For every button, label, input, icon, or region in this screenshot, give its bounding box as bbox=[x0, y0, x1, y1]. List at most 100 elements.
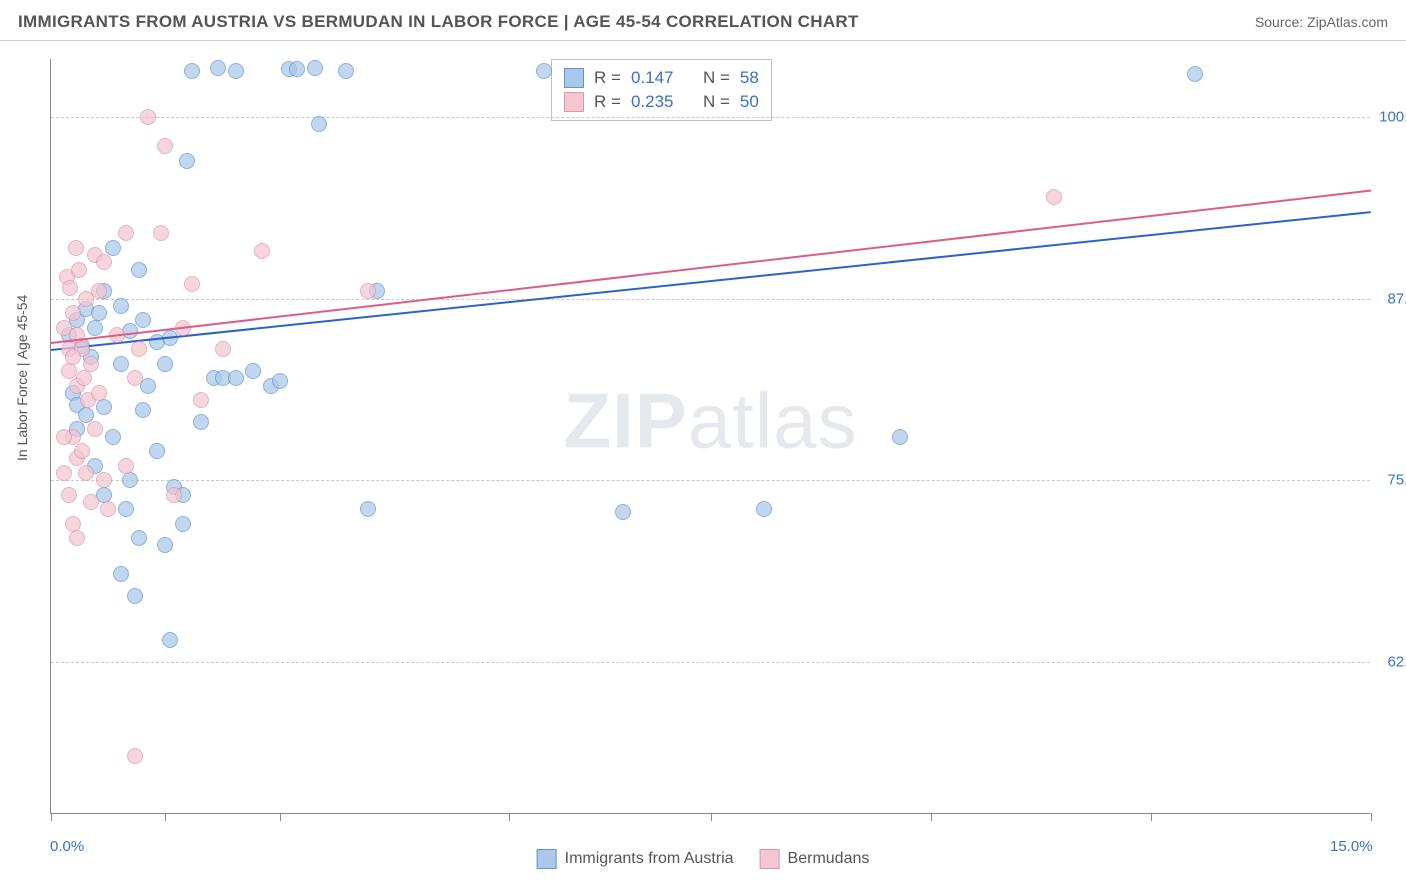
legend: Immigrants from Austria Bermudans bbox=[537, 849, 870, 869]
data-point bbox=[254, 243, 270, 259]
stats-r-val-1: 0.235 bbox=[631, 92, 674, 112]
data-point bbox=[100, 501, 116, 517]
watermark-zip: ZIP bbox=[563, 376, 687, 464]
legend-item-1: Bermudans bbox=[760, 849, 870, 869]
data-point bbox=[96, 254, 112, 270]
data-point bbox=[131, 341, 147, 357]
data-point bbox=[536, 63, 552, 79]
stats-r-label-0: R = bbox=[594, 68, 621, 88]
stats-box: R = 0.147 N = 58 R = 0.235 N = 50 bbox=[551, 59, 772, 121]
data-point bbox=[56, 429, 72, 445]
data-point bbox=[91, 305, 107, 321]
data-point bbox=[175, 516, 191, 532]
data-point bbox=[228, 370, 244, 386]
y-axis-title: In Labor Force | Age 45-54 bbox=[14, 295, 30, 461]
y-tick-label: 62.5% bbox=[1375, 653, 1406, 670]
data-point bbox=[149, 443, 165, 459]
data-point bbox=[311, 116, 327, 132]
data-point bbox=[78, 407, 94, 423]
data-point bbox=[118, 225, 134, 241]
data-point bbox=[96, 472, 112, 488]
data-point bbox=[360, 283, 376, 299]
data-point bbox=[162, 632, 178, 648]
legend-swatch-1 bbox=[760, 849, 780, 869]
data-point bbox=[105, 429, 121, 445]
stats-r-label-1: R = bbox=[594, 92, 621, 112]
x-tick bbox=[1151, 813, 1152, 821]
data-point bbox=[113, 298, 129, 314]
x-tick bbox=[931, 813, 932, 821]
watermark-atlas: atlas bbox=[688, 376, 858, 464]
data-point bbox=[135, 402, 151, 418]
data-point bbox=[56, 465, 72, 481]
data-point bbox=[127, 370, 143, 386]
data-point bbox=[68, 240, 84, 256]
data-point bbox=[140, 109, 156, 125]
hgrid-line bbox=[51, 480, 1370, 481]
y-tick-label: 100.0% bbox=[1375, 109, 1406, 126]
x-tick-label: 15.0% bbox=[1330, 838, 1373, 855]
data-point bbox=[118, 501, 134, 517]
data-point bbox=[228, 63, 244, 79]
data-point bbox=[76, 370, 92, 386]
legend-label-0: Immigrants from Austria bbox=[565, 850, 734, 868]
data-point bbox=[65, 516, 81, 532]
stats-n-label-1: N = bbox=[703, 92, 730, 112]
data-point bbox=[215, 341, 231, 357]
data-point bbox=[127, 588, 143, 604]
hgrid-line bbox=[51, 117, 1370, 118]
data-point bbox=[83, 494, 99, 510]
data-point bbox=[193, 392, 209, 408]
stats-n-val-0: 58 bbox=[740, 68, 759, 88]
data-point bbox=[69, 530, 85, 546]
data-point bbox=[289, 61, 305, 77]
data-point bbox=[307, 60, 323, 76]
data-point bbox=[184, 276, 200, 292]
x-tick bbox=[280, 813, 281, 821]
stats-row-0: R = 0.147 N = 58 bbox=[564, 66, 759, 90]
data-point bbox=[105, 240, 121, 256]
chart-title: IMMIGRANTS FROM AUSTRIA VS BERMUDAN IN L… bbox=[18, 12, 859, 32]
stats-n-label-0: N = bbox=[703, 68, 730, 88]
data-point bbox=[210, 60, 226, 76]
data-point bbox=[113, 356, 129, 372]
data-point bbox=[272, 373, 288, 389]
data-point bbox=[184, 63, 200, 79]
data-point bbox=[615, 504, 631, 520]
data-point bbox=[338, 63, 354, 79]
stats-row-1: R = 0.235 N = 50 bbox=[564, 90, 759, 114]
x-tick bbox=[509, 813, 510, 821]
legend-label-1: Bermudans bbox=[788, 850, 870, 868]
x-tick bbox=[51, 813, 52, 821]
title-bar: IMMIGRANTS FROM AUSTRIA VS BERMUDAN IN L… bbox=[0, 0, 1406, 41]
data-point bbox=[179, 153, 195, 169]
data-point bbox=[756, 501, 772, 517]
data-point bbox=[87, 320, 103, 336]
data-point bbox=[166, 487, 182, 503]
data-point bbox=[245, 363, 261, 379]
hgrid-line bbox=[51, 662, 1370, 663]
data-point bbox=[157, 356, 173, 372]
stats-r-val-0: 0.147 bbox=[631, 68, 674, 88]
stats-n-val-1: 50 bbox=[740, 92, 759, 112]
data-point bbox=[122, 472, 138, 488]
data-point bbox=[61, 363, 77, 379]
x-tick bbox=[1371, 813, 1372, 821]
watermark: ZIPatlas bbox=[563, 375, 857, 466]
data-point bbox=[74, 443, 90, 459]
x-tick-label: 0.0% bbox=[50, 838, 84, 855]
data-point bbox=[153, 225, 169, 241]
trend-line bbox=[51, 190, 1371, 345]
data-point bbox=[62, 280, 78, 296]
data-point bbox=[892, 429, 908, 445]
data-point bbox=[65, 305, 81, 321]
x-tick bbox=[165, 813, 166, 821]
stats-swatch-1 bbox=[564, 92, 584, 112]
stats-swatch-0 bbox=[564, 68, 584, 88]
data-point bbox=[71, 262, 87, 278]
y-tick-label: 87.5% bbox=[1375, 290, 1406, 307]
data-point bbox=[91, 283, 107, 299]
data-point bbox=[193, 414, 209, 430]
data-point bbox=[1046, 189, 1062, 205]
hgrid-line bbox=[51, 299, 1370, 300]
